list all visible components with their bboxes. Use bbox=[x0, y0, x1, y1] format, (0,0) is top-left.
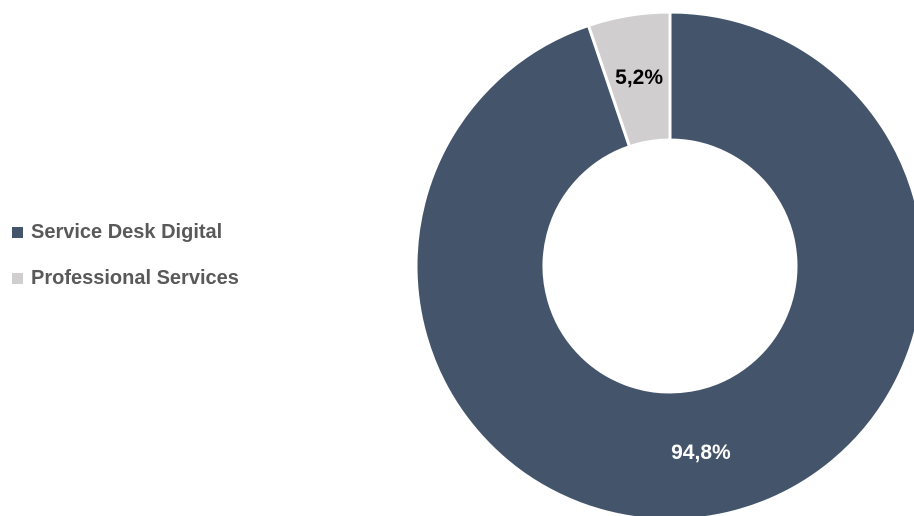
donut-data-labels: 94,8% 5,2% bbox=[615, 66, 731, 464]
legend-label-professional-services: Professional Services bbox=[31, 266, 239, 289]
donut-data-label-1: 5,2% bbox=[615, 66, 663, 89]
donut-slice-0 bbox=[414, 10, 914, 516]
legend-swatch-professional-services bbox=[12, 272, 23, 284]
legend-swatch-service-desk-digital bbox=[12, 226, 23, 238]
donut-slices bbox=[414, 10, 914, 516]
donut-data-label-0: 94,8% bbox=[671, 441, 731, 464]
legend-item-professional-services: Professional Services bbox=[12, 266, 239, 290]
chart-legend: Service Desk Digital Professional Servic… bbox=[12, 220, 239, 312]
legend-label-service-desk-digital: Service Desk Digital bbox=[31, 220, 223, 243]
legend-item-service-desk-digital: Service Desk Digital bbox=[12, 220, 239, 244]
donut-slice-1 bbox=[586, 10, 672, 149]
